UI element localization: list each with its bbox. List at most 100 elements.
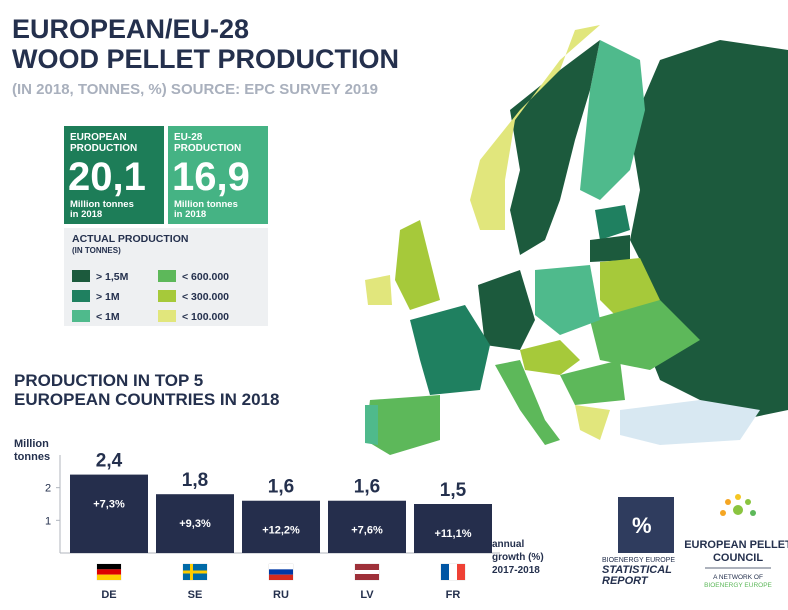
map-norway	[470, 25, 600, 230]
stat-footer: Million tonnes	[174, 199, 238, 210]
map-greece	[575, 405, 610, 440]
growth-label: +7,6%	[351, 525, 383, 537]
title: EUROPEAN/EU-28	[12, 14, 249, 44]
x-tick-label: RU	[273, 589, 289, 601]
growth-note: 2017-2018	[492, 565, 540, 576]
legend-swatch	[158, 290, 176, 302]
legend-swatch	[158, 270, 176, 282]
logo-text: REPORT	[602, 575, 649, 587]
stat-heading: EU-28	[174, 132, 203, 143]
flag-stripe	[441, 564, 449, 580]
logo-statistical	[618, 497, 674, 553]
legend-swatch	[72, 310, 90, 322]
flag-stripe	[269, 569, 293, 575]
map-sweden	[510, 40, 600, 255]
flag-cross	[190, 564, 193, 580]
chart-title: EUROPEAN COUNTRIES IN 2018	[14, 390, 279, 409]
bar	[242, 500, 320, 553]
flag-cross	[183, 570, 207, 574]
flag-stripe	[97, 564, 121, 570]
legend-label: < 100.000	[182, 311, 229, 323]
x-tick-label: SE	[188, 589, 203, 601]
stat-heading: PRODUCTION	[70, 143, 137, 154]
stat-box	[168, 126, 268, 224]
stat-heading: PRODUCTION	[174, 143, 241, 154]
legend-swatch	[158, 310, 176, 322]
value-label: 1,6	[354, 477, 380, 498]
map	[365, 25, 788, 455]
logo-text: A NETWORK OF	[713, 574, 763, 581]
legend-title: ACTUAL PRODUCTION	[72, 233, 188, 245]
growth-note: annual	[492, 539, 524, 550]
growth-label: +7,3%	[93, 499, 125, 511]
map-turkey	[620, 400, 760, 445]
legend-label: > 1M	[96, 291, 120, 303]
stat-value: 20,1	[68, 155, 146, 199]
growth-label: +12,2%	[262, 525, 300, 537]
legend-label: < 300.000	[182, 291, 229, 303]
map-uk	[395, 220, 440, 310]
legend-title: (IN TONNES)	[72, 246, 121, 255]
y-tick-label: 1	[45, 515, 51, 527]
map-italy	[495, 360, 560, 445]
map-ireland	[365, 275, 392, 305]
flag-stripe	[97, 574, 121, 580]
map-france	[410, 305, 490, 395]
flag-stripe	[355, 564, 379, 570]
bar	[70, 474, 148, 553]
map-spain	[365, 395, 440, 455]
map-austria	[520, 340, 580, 375]
flag-stripe	[449, 564, 457, 580]
x-tick-label: LV	[360, 589, 374, 601]
logo-text: STATISTICAL	[602, 564, 672, 576]
growth-label: +11,1%	[434, 528, 471, 540]
legend-swatch	[72, 290, 90, 302]
flag-stripe	[457, 564, 465, 580]
stat-box	[64, 126, 164, 224]
bar	[328, 500, 406, 553]
logo-text: BIOENERGY EUROPE	[704, 582, 772, 589]
value-label: 1,5	[440, 480, 467, 501]
x-tick-label: DE	[101, 589, 116, 601]
map-estonia	[595, 205, 630, 240]
value-label: 1,8	[182, 470, 208, 491]
logo-text: COUNCIL	[713, 552, 763, 564]
chart-title: PRODUCTION IN TOP 5	[14, 371, 203, 390]
legend-label: < 600.000	[182, 271, 229, 283]
stat-heading: EUROPEAN	[70, 132, 127, 143]
chart: 1 2 2,4 +7,3% DE 1,8 +9,3% SE 1,6 +12,2% RU 1,6 +7,6…	[45, 451, 500, 601]
map-ukraine	[590, 300, 700, 370]
flag-stripe	[355, 570, 379, 574]
map-balkans	[560, 360, 625, 405]
flag-stripe	[97, 569, 121, 575]
bar	[414, 504, 492, 553]
flag-stripe	[355, 574, 379, 580]
value-label: 1,6	[268, 477, 294, 498]
logo-epc-icon	[720, 494, 756, 516]
logo-text: BIOENERGY EUROPE	[602, 557, 675, 564]
growth-note: growth (%)	[492, 552, 544, 563]
logo-text: EUROPEAN PELLET	[684, 539, 788, 551]
stat-footer: in 2018	[70, 209, 102, 220]
x-tick-label: FR	[446, 589, 461, 601]
map-portugal	[365, 405, 378, 445]
subtitle: (IN 2018, TONNES, %) SOURCE: EPC SURVEY …	[12, 81, 378, 98]
y-tick-label: 2	[45, 483, 51, 495]
legend-swatch	[72, 270, 90, 282]
growth-label: +9,3%	[179, 518, 211, 530]
stat-footer: Million tonnes	[70, 199, 134, 210]
legend-label: > 1,5M	[96, 271, 129, 283]
bar	[156, 494, 234, 553]
logo-icon: %	[632, 513, 652, 538]
flag-stripe	[269, 564, 293, 570]
flag-stripe	[269, 574, 293, 580]
legend-label: < 1M	[96, 311, 120, 323]
y-axis-label: Million	[14, 438, 49, 450]
y-axis-label: tonnes	[14, 451, 50, 463]
legend: > 1,5M > 1M < 1M < 600.000 < 300.000 < 100.00…	[72, 270, 229, 323]
map-germany	[478, 270, 535, 350]
map-poland	[535, 265, 600, 335]
value-label: 2,4	[96, 451, 123, 472]
